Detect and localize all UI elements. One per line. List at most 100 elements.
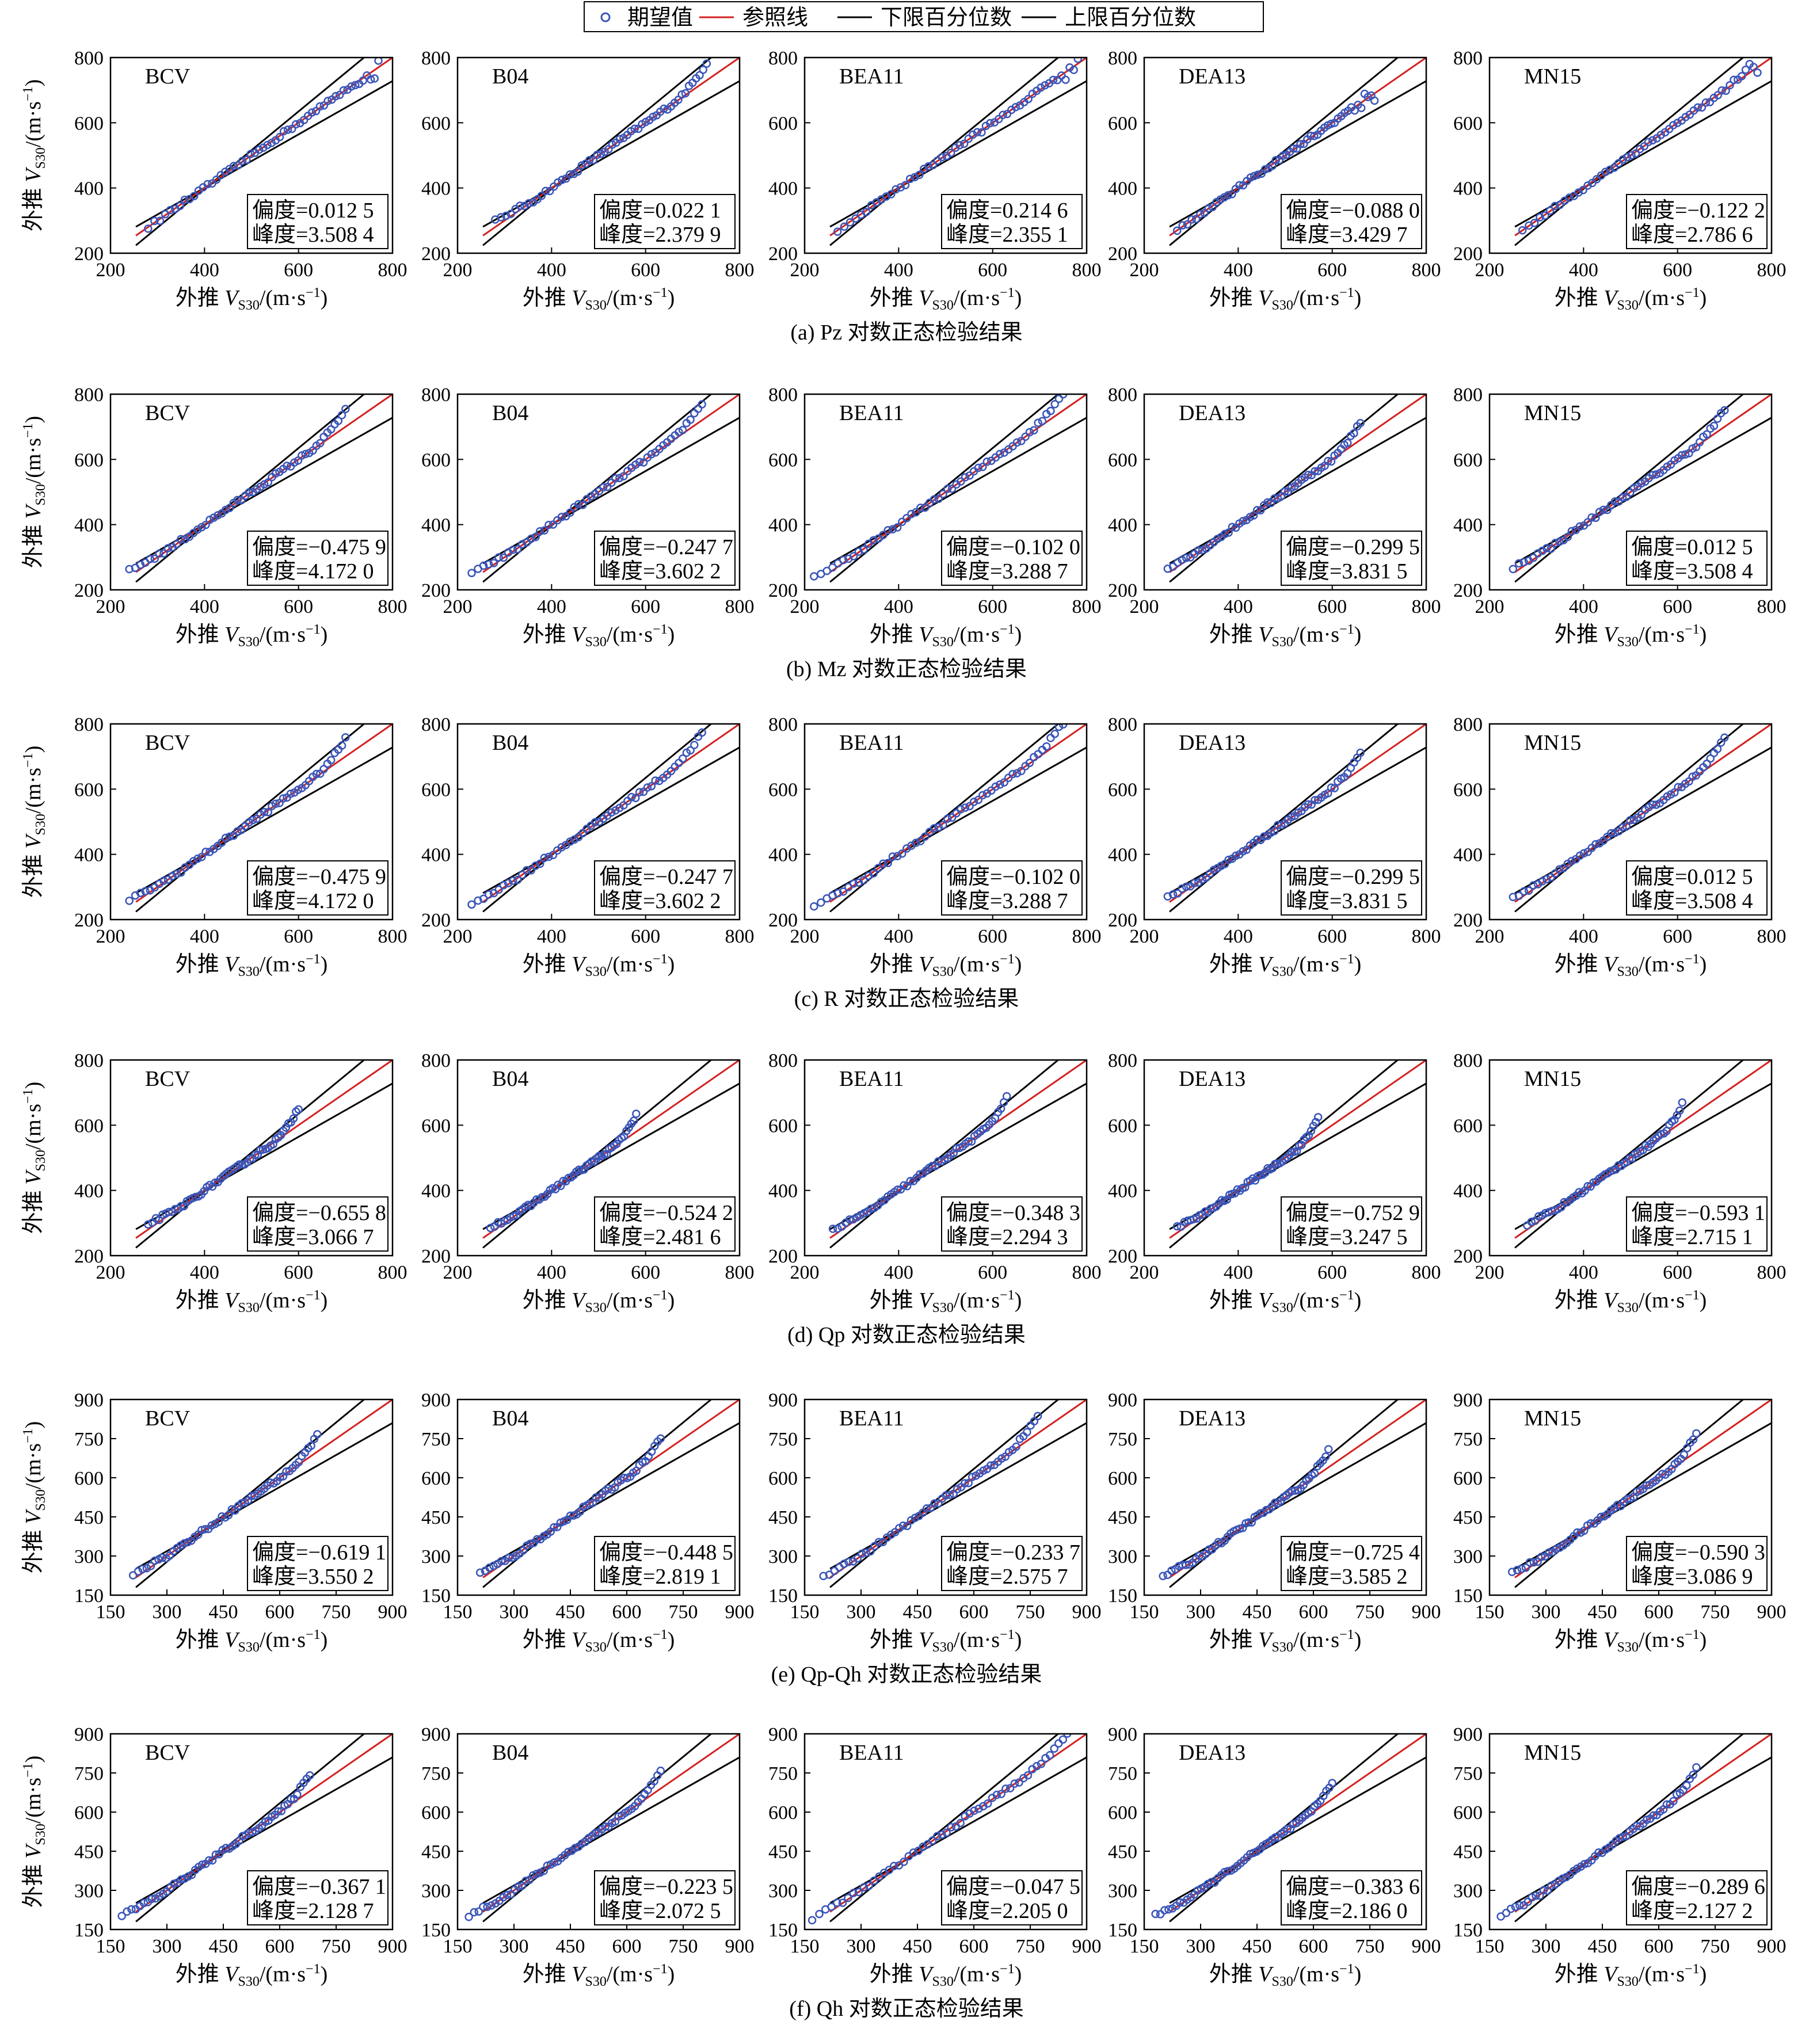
y-tick-label: 900 bbox=[1108, 1390, 1137, 1411]
x-axis-label: 外推 VS30/(m·s−1) bbox=[176, 1962, 328, 1989]
expected-point bbox=[260, 807, 269, 817]
expected-point bbox=[839, 887, 848, 896]
reference-line bbox=[1514, 394, 1772, 573]
expected-point bbox=[619, 472, 628, 481]
expected-point bbox=[201, 520, 210, 529]
kurtosis-value: 3.585 2 bbox=[1342, 1565, 1407, 1589]
plot-frame bbox=[109, 723, 394, 921]
x-tick-label: 800 bbox=[1412, 260, 1441, 281]
x-tick-label: 150 bbox=[790, 1601, 820, 1623]
x-tick-label: 400 bbox=[884, 926, 913, 947]
expected-point bbox=[643, 783, 652, 792]
panel-title: BEA11 bbox=[839, 64, 904, 89]
expected-point bbox=[1231, 851, 1240, 860]
x-tick-label: 150 bbox=[1130, 1601, 1159, 1623]
upper-percentile-line bbox=[829, 394, 1060, 583]
expected-point bbox=[1574, 188, 1583, 197]
y-tick-label: 150 bbox=[768, 1920, 798, 1941]
x-axis-label: 外推 VS30/(m·s−1) bbox=[1209, 952, 1362, 979]
skewness-text: 偏度=−0.289 6 bbox=[1631, 1875, 1765, 1899]
panel-title: DEA13 bbox=[1179, 64, 1246, 89]
kurtosis-label: 峰度= bbox=[599, 1899, 655, 1923]
plot-frame bbox=[109, 56, 394, 254]
panel-title: BEA11 bbox=[839, 731, 904, 755]
expected-point bbox=[585, 1499, 594, 1508]
x-tick-label: 300 bbox=[153, 1936, 182, 1957]
expected-point bbox=[1536, 213, 1544, 222]
stat-box bbox=[1281, 1870, 1422, 1925]
expected-point bbox=[176, 201, 184, 211]
y-axis-label: 外推 VS30/(m·s−1) bbox=[21, 746, 48, 898]
skewness-text: 偏度=−0.475 9 bbox=[252, 865, 386, 889]
expected-point bbox=[607, 808, 616, 817]
expected-point bbox=[1182, 554, 1191, 562]
panel-title: BCV bbox=[145, 1067, 191, 1091]
expected-point bbox=[1046, 406, 1055, 415]
expected-point bbox=[1251, 1176, 1260, 1185]
expected-point bbox=[1037, 1760, 1046, 1768]
expected-point bbox=[1204, 204, 1213, 213]
panel-mn15-3: 200 400 600 800 200 400 600 800 MN15 偏度=0.012 5峰度… bbox=[1453, 714, 1787, 979]
x-tick-label: 600 bbox=[1317, 926, 1347, 947]
expected-point bbox=[999, 110, 1007, 119]
y-tick-label: 200 bbox=[421, 580, 451, 601]
x-tick-label: 200 bbox=[1475, 1262, 1505, 1283]
expected-point bbox=[1182, 882, 1191, 891]
stat-box bbox=[594, 531, 736, 586]
skewness-text: 偏度=−0.047 5 bbox=[946, 1875, 1080, 1899]
expected-point bbox=[578, 829, 587, 838]
expected-point bbox=[1327, 783, 1336, 792]
expected-point bbox=[900, 1858, 908, 1866]
expected-point bbox=[1513, 1566, 1522, 1574]
expected-point bbox=[1235, 181, 1244, 190]
upper-percentile-line bbox=[1169, 1734, 1399, 1923]
kurtosis-label: 峰度= bbox=[1631, 223, 1687, 247]
kurtosis-text: 峰度=2.786 6 bbox=[1631, 223, 1753, 247]
expected-point bbox=[898, 849, 907, 858]
expected-point bbox=[1591, 513, 1600, 523]
legend-label-reference: 参照线 bbox=[742, 6, 808, 30]
panel-title: MN15 bbox=[1524, 1741, 1581, 1765]
plot-area bbox=[1514, 1060, 1772, 1249]
row-caption: (c) R 对数正态检验结果 bbox=[794, 987, 1019, 1011]
y-tick-label: 600 bbox=[1108, 779, 1137, 800]
plot-frame bbox=[1488, 1059, 1773, 1257]
skewness-value: 0.012 5 bbox=[308, 199, 374, 223]
expected-point bbox=[1168, 890, 1178, 899]
plot-frame bbox=[1143, 1398, 1427, 1596]
x-axis-label: 外推 VS30/(m·s−1) bbox=[1555, 952, 1707, 979]
expected-point bbox=[359, 76, 367, 85]
x-tick-label: 600 bbox=[612, 1936, 642, 1957]
expected-point bbox=[577, 161, 586, 170]
expected-point bbox=[1151, 1909, 1160, 1919]
expected-point bbox=[907, 509, 916, 518]
y-tick-label: 750 bbox=[421, 1763, 451, 1784]
expected-point bbox=[1000, 778, 1008, 787]
chart-row-5: 150 300 450 600 750 900 150 300 450 600 750 900 BCV 偏… bbox=[21, 1390, 1787, 1687]
skewness-text: 偏度=−0.524 2 bbox=[599, 1201, 733, 1225]
expected-point bbox=[565, 170, 574, 179]
skewness-value: −0.247 7 bbox=[655, 535, 733, 559]
expected-point bbox=[930, 1499, 939, 1508]
kurtosis-value: 2.379 9 bbox=[655, 223, 721, 247]
kurtosis-label: 峰度= bbox=[1286, 1899, 1342, 1923]
expected-point bbox=[890, 1862, 898, 1870]
expected-point bbox=[1034, 418, 1042, 427]
expected-point bbox=[214, 511, 222, 520]
x-axis-label: 外推 VS30/(m·s−1) bbox=[1209, 1288, 1362, 1315]
x-tick-label: 900 bbox=[1072, 1936, 1102, 1957]
x-tick-label: 450 bbox=[903, 1936, 932, 1957]
expected-point bbox=[486, 1223, 495, 1233]
x-tick-label: 600 bbox=[978, 260, 1007, 281]
x-tick-label: 800 bbox=[1072, 926, 1102, 947]
expected-point bbox=[570, 835, 579, 844]
expected-point bbox=[1511, 1902, 1520, 1911]
skewness-label: 偏度= bbox=[1631, 1540, 1687, 1565]
y-tick-label: 200 bbox=[768, 243, 798, 265]
kurtosis-value: 2.355 1 bbox=[1002, 223, 1068, 247]
expected-point bbox=[810, 572, 818, 581]
expected-point bbox=[1198, 546, 1207, 555]
expected-point bbox=[1669, 121, 1678, 129]
expected-point bbox=[1555, 537, 1564, 546]
expected-point bbox=[845, 1215, 854, 1224]
